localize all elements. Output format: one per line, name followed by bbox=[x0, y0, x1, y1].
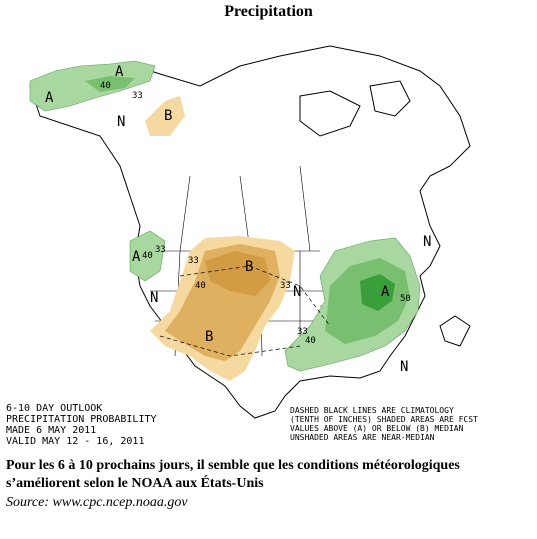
label-b-yukon: B bbox=[164, 108, 172, 124]
value-40-northwest: 40 bbox=[142, 251, 153, 261]
below-area-west-dark bbox=[205, 251, 270, 296]
label-n-northeast: N bbox=[423, 234, 431, 250]
label-n-west: N bbox=[150, 290, 158, 306]
above-area-east-dark bbox=[360, 274, 395, 311]
outlook-line-3: MADE 6 MAY 2011 bbox=[6, 425, 96, 436]
above-median-areas bbox=[29, 60, 421, 372]
outlook-line-4: VALID MAY 12 - 16, 2011 bbox=[6, 436, 144, 447]
precipitation-outlook-map: A A N B A N B B N A N N 33 40 40 33 33 4… bbox=[6, 45, 478, 447]
land-outline bbox=[29, 45, 471, 419]
below-area-yukon bbox=[145, 96, 185, 136]
figure-source: Source: www.cpc.ncep.noaa.gov bbox=[6, 495, 188, 510]
above-area-northwest bbox=[129, 230, 166, 282]
outlook-line-1: 6-10 DAY OUTLOOK bbox=[6, 403, 102, 414]
legend-line-2: (TENTH OF INCHES) SHADED AREAS ARE FCST bbox=[290, 415, 478, 424]
value-33-northwest: 33 bbox=[155, 245, 166, 255]
label-b-southwest: B bbox=[205, 329, 213, 345]
label-n-southeast: N bbox=[400, 359, 408, 375]
label-b-plains: B bbox=[245, 259, 253, 275]
below-median-areas bbox=[145, 96, 295, 381]
map-title: Precipitation bbox=[224, 3, 313, 20]
label-a-east: A bbox=[381, 284, 390, 300]
label-n-alaska: N bbox=[117, 114, 125, 130]
value-40-east: 40 bbox=[305, 336, 316, 346]
figure-caption: Pour les 6 à 10 prochains jours, il semb… bbox=[6, 458, 460, 491]
label-a-northwest: A bbox=[132, 249, 141, 265]
value-40-alaska: 40 bbox=[100, 81, 111, 91]
value-50-east: 50 bbox=[400, 294, 411, 304]
climatology-lines bbox=[159, 265, 331, 357]
outlook-line-2: PRECIPITATION PROBABILITY bbox=[6, 414, 157, 425]
legend-line-4: UNSHADED AREAS ARE NEAR-MEDIAN bbox=[290, 433, 435, 442]
label-a-alaska-east: A bbox=[115, 64, 124, 80]
value-40-plains: 40 bbox=[195, 281, 206, 291]
legend-line-1: DASHED BLACK LINES ARE CLIMATOLOGY bbox=[290, 406, 454, 415]
legend-text-block: DASHED BLACK LINES ARE CLIMATOLOGY (TENT… bbox=[290, 406, 478, 442]
above-area-alaska-inner bbox=[85, 76, 135, 92]
label-n-central: N bbox=[293, 284, 301, 300]
legend-line-3: VALUES ABOVE (A) OR BELOW (B) MEDIAN bbox=[290, 424, 464, 433]
outlook-text-block: 6-10 DAY OUTLOOK PRECIPITATION PROBABILI… bbox=[6, 403, 157, 447]
value-33-plains: 33 bbox=[188, 256, 199, 266]
value-33-central: 33 bbox=[280, 281, 291, 291]
label-a-alaska: A bbox=[45, 90, 54, 106]
value-33-alaska: 33 bbox=[132, 91, 143, 101]
value-33-east: 33 bbox=[297, 327, 308, 337]
